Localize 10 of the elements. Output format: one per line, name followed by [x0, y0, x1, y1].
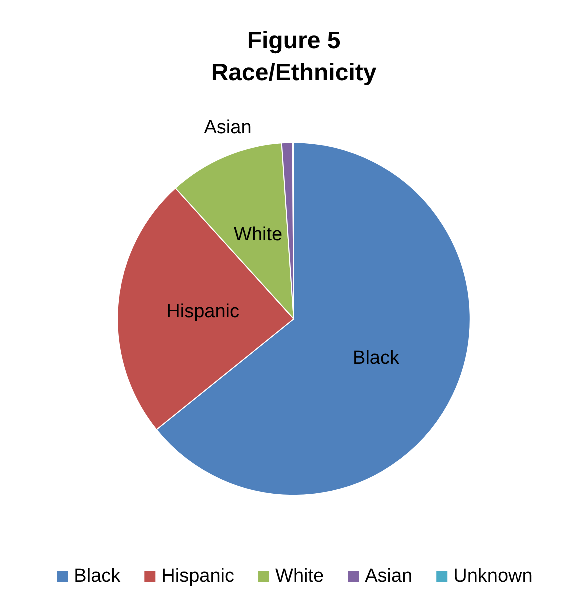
slice-label: White — [234, 224, 283, 246]
legend-label: Hispanic — [162, 566, 235, 587]
legend-label: White — [276, 566, 324, 587]
legend-label: Black — [74, 566, 122, 587]
slice-label: Hispanic — [166, 301, 240, 322]
legend-label: Asian — [365, 566, 413, 587]
slice-label: Black — [353, 348, 400, 369]
chart-title: Figure 5 Race/Ethnicity — [211, 28, 378, 86]
legend-label: Unknown — [454, 566, 533, 587]
category-label: Asian — [204, 117, 252, 138]
